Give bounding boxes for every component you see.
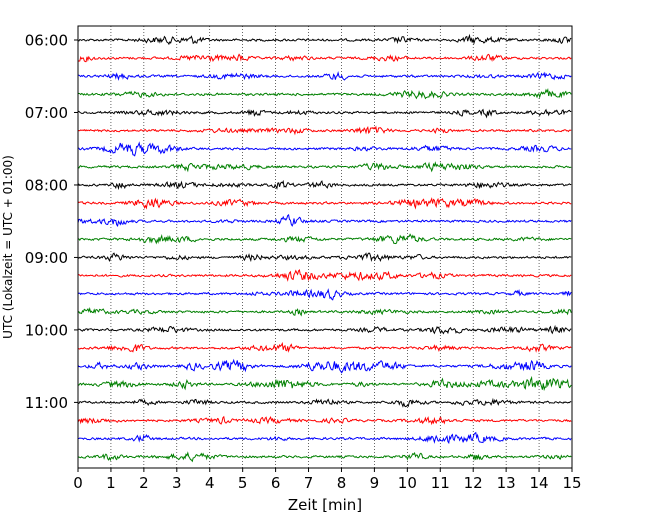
seismic-traces xyxy=(77,33,572,463)
plot-frame xyxy=(77,25,573,469)
y-tick-label: 09:00 xyxy=(25,249,68,267)
trace-line xyxy=(77,71,572,81)
trace-line xyxy=(77,375,572,392)
trace-line xyxy=(77,108,572,119)
trace-line xyxy=(77,233,572,245)
trace-line xyxy=(77,252,572,263)
y-tick-label: 06:00 xyxy=(25,32,68,50)
x-tick-label: 5 xyxy=(238,474,248,492)
trace-line xyxy=(77,269,572,282)
x-tick-label: 12 xyxy=(464,474,483,492)
plot-area xyxy=(78,26,572,468)
trace-line xyxy=(77,415,572,426)
x-tick-label: 0 xyxy=(73,474,83,492)
x-tick-label: 4 xyxy=(205,474,215,492)
y-tick-label: 10:00 xyxy=(25,321,68,339)
y-axis-ticks: 06:00 07:00 08:00 09:00 10:00 11:00 xyxy=(25,32,78,412)
x-tick-label: 1 xyxy=(106,474,116,492)
x-tick-label: 3 xyxy=(172,474,182,492)
x-tick-label: 2 xyxy=(139,474,149,492)
trace-line xyxy=(77,324,572,335)
x-tick-label: 11 xyxy=(431,474,450,492)
x-tick-label: 14 xyxy=(530,474,549,492)
x-tick-label: 15 xyxy=(562,474,581,492)
x-tick-label: 10 xyxy=(398,474,417,492)
y-tick-label: 11:00 xyxy=(25,394,68,412)
trace-line xyxy=(77,53,572,63)
x-tick-label: 13 xyxy=(497,474,516,492)
y-tick-label: 08:00 xyxy=(25,176,68,194)
trace-line xyxy=(77,214,572,227)
x-axis-ticks: 0 1 2 3 4 5 6 7 8 9 10 11 12 13 14 15 xyxy=(73,468,582,492)
x-tick-label: 7 xyxy=(304,474,314,492)
y-axis-label: UTC (Lokalzeit = UTC + 01:00) xyxy=(1,155,15,339)
trace-line xyxy=(77,288,572,301)
trace-line xyxy=(77,431,572,445)
y-tick-label: 07:00 xyxy=(25,104,68,122)
trace-line xyxy=(77,358,572,374)
trace-line xyxy=(77,125,572,136)
trace-line xyxy=(77,161,572,173)
trace-line xyxy=(77,179,572,191)
x-axis-label: Zeit [min] xyxy=(288,496,362,514)
trace-line xyxy=(77,451,572,463)
x-tick-label: 9 xyxy=(370,474,380,492)
x-tick-label: 6 xyxy=(271,474,281,492)
trace-line xyxy=(77,88,572,100)
trace-line xyxy=(77,197,572,210)
trace-line xyxy=(77,141,572,157)
trace-line xyxy=(77,307,572,317)
x-tick-label: 8 xyxy=(337,474,347,492)
trace-line xyxy=(77,397,572,408)
trace-line xyxy=(77,341,572,353)
trace-line xyxy=(77,33,572,46)
